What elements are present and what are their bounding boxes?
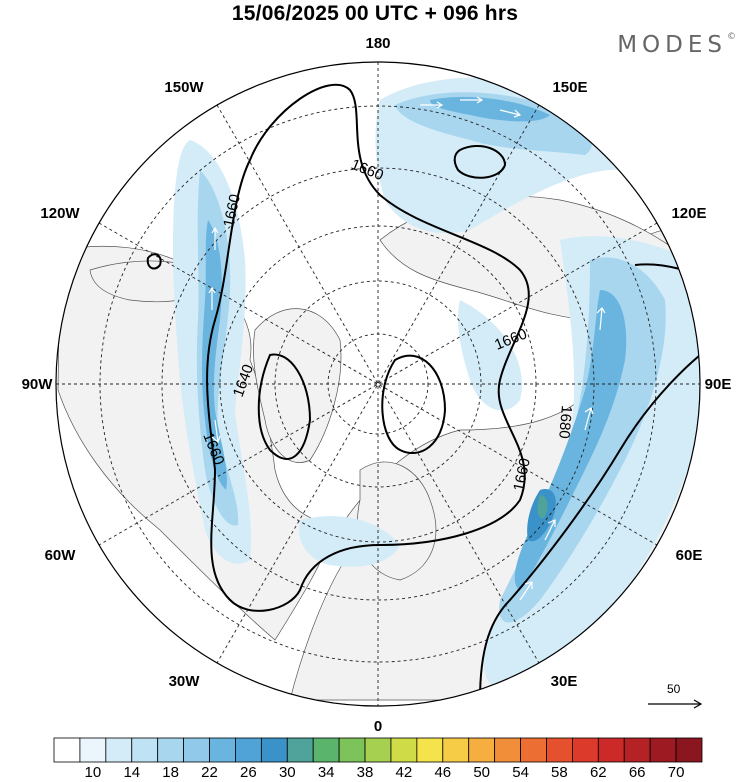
colorbar-swatch bbox=[312, 737, 340, 763]
longitude-labels: 180 0 90W 90E 150W 120W 150E 120E 60W 30… bbox=[22, 35, 732, 735]
colorbar-tick-label: 30 bbox=[278, 764, 296, 781]
colorbar-swatch bbox=[235, 737, 262, 763]
colorbar-swatch bbox=[260, 737, 288, 763]
colorbar-tick-label: 54 bbox=[512, 764, 529, 781]
lon-label-120w: 120W bbox=[40, 205, 80, 222]
contour-1680-asia bbox=[469, 263, 700, 706]
geopotential-contours bbox=[146, 83, 700, 706]
colorbar-swatch bbox=[649, 737, 677, 763]
colorbar-swatch bbox=[675, 737, 703, 763]
contour-1640-labrador bbox=[257, 353, 312, 460]
lon-label-180: 180 bbox=[365, 35, 390, 52]
colorbar-tick-label: 14 bbox=[123, 764, 141, 781]
colorbar-swatch bbox=[442, 737, 470, 763]
reference-arrow-head bbox=[693, 699, 703, 709]
colorbar-swatch bbox=[79, 737, 107, 763]
colorbar-swatch bbox=[131, 737, 159, 763]
colorbar-tick-label: 62 bbox=[589, 764, 607, 781]
colorbar-swatch bbox=[209, 737, 236, 763]
jet-atlantic-light bbox=[299, 516, 400, 567]
lon-label-0: 0 bbox=[374, 718, 382, 735]
colorbar-swatch bbox=[157, 737, 184, 763]
jet-siberia-light bbox=[458, 300, 522, 411]
lon-label-60w: 60W bbox=[45, 547, 77, 564]
colorbar-swatch bbox=[286, 737, 314, 763]
reference-vector bbox=[648, 699, 703, 709]
lon-label-90w: 90W bbox=[22, 376, 54, 393]
lon-label-150w: 150W bbox=[164, 79, 204, 96]
colorbar-swatch bbox=[572, 737, 599, 763]
colorbar-tick-label: 70 bbox=[667, 764, 685, 781]
colorbar-tick-label: 10 bbox=[84, 764, 102, 781]
brand-logo: MODES© bbox=[617, 32, 736, 58]
colorbar-swatch bbox=[597, 737, 625, 763]
contour-1660-small bbox=[146, 253, 162, 270]
lon-label-60e: 60E bbox=[676, 547, 703, 564]
contour-1660-main bbox=[206, 83, 530, 612]
graticule bbox=[56, 62, 700, 706]
colorbar-swatch bbox=[468, 737, 496, 763]
wind-arrow bbox=[208, 286, 216, 310]
colorbar-tick-label: 18 bbox=[162, 764, 179, 781]
greenland-land bbox=[253, 308, 342, 463]
wind-arrow bbox=[420, 101, 444, 109]
colorbar-tick-label: 66 bbox=[628, 764, 646, 781]
contour-1640-pole bbox=[381, 354, 447, 455]
wind-arrow bbox=[596, 307, 606, 331]
colorbar-swatch bbox=[623, 737, 651, 763]
contour-1680-pacific bbox=[453, 145, 507, 179]
latitude-circle bbox=[274, 280, 482, 488]
wind-arrow bbox=[211, 419, 221, 444]
colorbar-swatch bbox=[494, 737, 521, 763]
colorbar-tick-label: 26 bbox=[240, 764, 257, 781]
colorbar-swatch bbox=[520, 737, 547, 763]
colorbar-swatch bbox=[183, 737, 210, 763]
map-title: 15/06/2025 00 UTC + 096 hrs bbox=[231, 2, 519, 25]
colorbar-tick-label: 22 bbox=[201, 764, 218, 781]
colorbar-tick-label: 34 bbox=[317, 764, 335, 781]
meridian-line bbox=[98, 222, 658, 546]
colorbar-tick-label: 38 bbox=[356, 764, 374, 781]
colorbar-swatch bbox=[364, 737, 392, 763]
colorbar-tick-label: 58 bbox=[551, 764, 568, 781]
jet-america-core bbox=[201, 220, 227, 490]
wind-arrow bbox=[544, 519, 556, 541]
wind-arrow bbox=[499, 109, 522, 118]
colorbar-swatch bbox=[338, 737, 366, 763]
wind-arrow bbox=[519, 581, 533, 601]
colorbar-tick-label: 42 bbox=[395, 764, 413, 781]
meridian-line bbox=[98, 222, 658, 546]
colorbar-swatch bbox=[105, 737, 133, 763]
globe-outline bbox=[55, 61, 701, 707]
lon-label-150e: 150E bbox=[552, 79, 587, 96]
lon-label-90e: 90E bbox=[705, 376, 732, 393]
reference-vector-label: 50 bbox=[667, 682, 681, 696]
lon-label-30w: 30W bbox=[169, 673, 201, 690]
colorbar-swatch bbox=[416, 737, 444, 763]
wind-arrow bbox=[460, 96, 484, 104]
colorbar-swatch bbox=[546, 737, 573, 763]
colorbar-tick-label: 46 bbox=[434, 764, 452, 781]
contour-label: 1660 bbox=[510, 457, 534, 493]
contour-label: 1680 bbox=[555, 405, 575, 440]
jet-asia-max bbox=[537, 495, 548, 519]
meridian-line bbox=[216, 104, 540, 664]
meridian-line bbox=[216, 104, 540, 664]
colorbar-swatch bbox=[390, 737, 418, 763]
contour-label: 1660 bbox=[220, 193, 244, 229]
lon-label-30e: 30E bbox=[551, 673, 578, 690]
colorbar-swatch bbox=[53, 737, 81, 763]
colorbar bbox=[53, 737, 703, 763]
wind-arrow bbox=[584, 407, 594, 431]
lon-label-120e: 120E bbox=[671, 205, 706, 222]
wind-arrow bbox=[211, 226, 219, 250]
wind-vectors bbox=[208, 96, 606, 601]
colorbar-tick-label: 50 bbox=[473, 764, 491, 781]
latitude-circle bbox=[161, 167, 595, 601]
